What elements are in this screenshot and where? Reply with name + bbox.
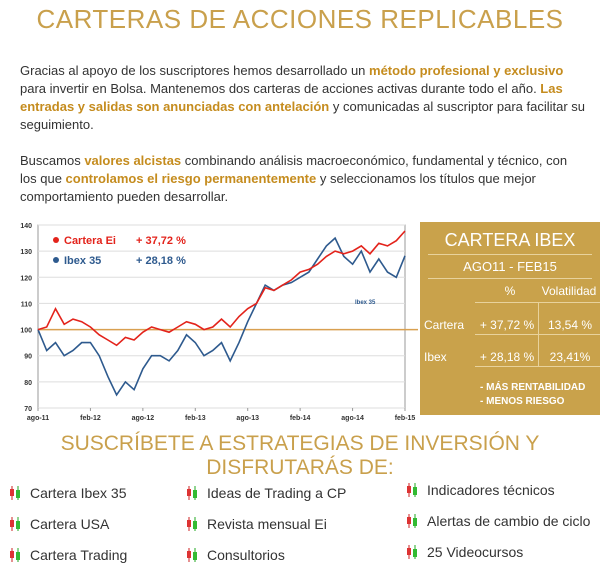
chart-annotation: Ibex 35 [355,300,376,306]
list-item: Consultorios [185,547,285,563]
candle-icon [187,486,197,500]
list-item: Indicadores técnicos [405,482,555,498]
divider [475,302,600,303]
text: Gracias al apoyo de los suscriptores hem… [20,63,370,78]
y-tick-label: 70 [24,406,32,413]
y-tick-label: 80 [24,380,32,387]
x-tick-label: feb-14 [290,415,311,422]
x-tick-label: feb-12 [80,415,101,422]
list-item-text: Ideas de Trading a CP [207,485,347,501]
candle-icon [407,545,417,559]
summary-cell: 23,41% [549,350,591,364]
summary-cell: Cartera [424,318,465,332]
summary-cell: Ibex [424,350,447,364]
summary-title: CARTERA IBEX [444,230,576,250]
list-item-text: Revista mensual Ei [207,516,327,532]
summary-cell: + 37,72 % [479,318,535,332]
legend-label: Ibex 35 [64,255,101,267]
paragraph: Buscamos valores alcistas combinando aná… [20,152,585,206]
y-tick-label: 90 [24,354,32,361]
text: Buscamos [20,153,85,168]
legend-label: Cartera Ei [64,235,116,247]
y-tick-label: 100 [20,328,32,335]
highlight-text: valores alcistas [84,153,182,168]
text: combinando análisis macroeconómico, fund… [20,153,568,186]
paragraph: Gracias al apoyo de los suscriptores hem… [20,62,585,134]
list-item: Cartera Trading [8,547,127,563]
x-tick-label: ago-13 [236,415,259,422]
y-tick-label: 120 [20,275,32,282]
y-tick-label: 110 [21,301,32,308]
list-item-text: Indicadores técnicos [427,482,555,498]
list-item-text: Cartera Ibex 35 [30,485,127,501]
summary-cell: Volatilidad [541,284,597,298]
list-item: Revista mensual Ei [185,516,327,532]
list-item: 25 Videocursos [405,544,523,560]
candle-icon [407,483,417,497]
list-item-text: Consultorios [207,547,285,563]
candle-icon [407,514,417,528]
candle-icon [10,486,20,500]
candle-icon [187,548,197,562]
list-item-text: 25 Videocursos [427,544,524,560]
x-tick-label: ago-12 [132,415,155,422]
divider [538,302,539,366]
divider [475,334,600,335]
highlight-text: Las entradas y salidas son anunciadas co… [20,81,563,114]
text: y seleccionamos los títulos que mejor co… [20,171,536,204]
series-line [37,230,406,347]
list-item-text: Alertas de cambio de ciclo [427,513,591,529]
summary-cell: + 28,18 % [479,350,535,364]
x-tick-label: feb-15 [395,415,416,422]
candle-icon [10,548,20,562]
highlight-text: controlamos el riesgo permanentemente [65,171,317,186]
legend-value: + 28,18 % [136,255,186,267]
highlight-text: método profesional y exclusivo [369,63,564,78]
x-tick-label: ago-14 [341,415,364,422]
list-item-text: Cartera USA [30,516,110,532]
list-item-text: Cartera Trading [30,547,128,563]
x-tick-label: ago-11 [27,415,49,422]
summary-box: CARTERA IBEX AGO11 - FEB15 % Volatilidad C… [420,222,600,415]
candle-icon [187,517,197,531]
text: para invertir en Bolsa. Mantenemos dos c… [20,81,541,96]
page-title: CARTERAS DE ACCIONES REPLICABLES [36,4,564,34]
chart: 70 80 90 100 110 120 130 140 ago-11 feb-12 ago-12 f… [20,223,418,422]
y-tick-label: 130 [20,249,32,256]
list-item: Ideas de Trading a CP [185,485,346,501]
x-tick-label: feb-13 [185,415,206,422]
list-item: Cartera USA [8,516,109,532]
legend-value: + 37,72 % [136,235,186,247]
subscribe-title: SUSCRÍBETE A ESTRATEGIAS DE INVERSIÓN Y … [60,432,540,479]
legend-marker [53,237,59,243]
summary-period: AGO11 - FEB15 [463,259,557,274]
legend-marker [53,257,59,263]
y-tick-label: 140 [20,223,32,230]
list-item: Cartera Ibex 35 [8,485,127,501]
candle-icon [10,517,20,531]
divider [475,366,600,367]
summary-cell: 13,54 % [547,318,593,332]
summary-cell: - MÁS RENTABILIDAD [480,382,586,393]
summary-cell: % [504,284,516,298]
series-line [37,236,406,397]
summary-cell: - MENOS RIESGO [480,396,565,407]
text: y comunicadas al suscriptor para facilit… [20,99,586,132]
list-item: Alertas de cambio de ciclo [405,513,590,529]
